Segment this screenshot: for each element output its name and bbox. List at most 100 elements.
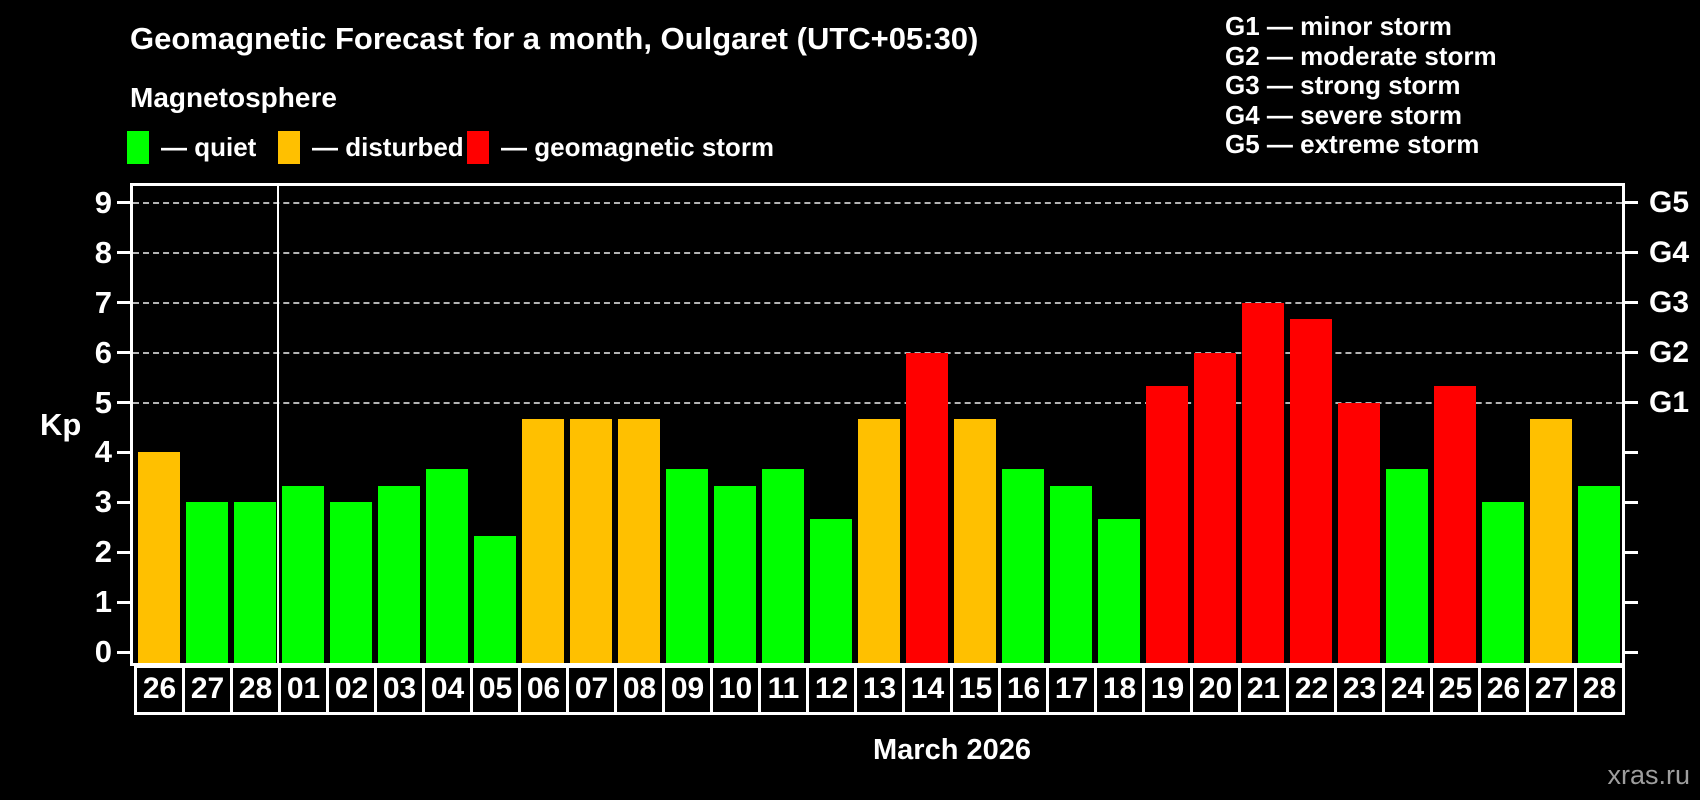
bar <box>1338 402 1380 664</box>
y-tick-label: 8 <box>94 234 112 270</box>
y-tick-right <box>1625 251 1638 255</box>
y-tick-label: 9 <box>94 184 112 220</box>
date-cell: 10 <box>710 665 761 715</box>
date-cell: 15 <box>950 665 1001 715</box>
date-cell: 26 <box>1478 665 1529 715</box>
date-cell: 03 <box>374 665 425 715</box>
y-tick-label: 1 <box>94 584 112 620</box>
bar <box>1578 485 1620 664</box>
bar <box>330 502 372 664</box>
y-tick-right <box>1625 351 1638 355</box>
date-cell: 12 <box>806 665 857 715</box>
grid-line-kp6 <box>133 351 1622 354</box>
chart-title: Geomagnetic Forecast for a month, Oulgar… <box>130 21 979 56</box>
y-tick-label: 3 <box>94 484 112 520</box>
bar <box>1098 518 1140 664</box>
bar <box>1386 468 1428 664</box>
date-cell: 20 <box>1190 665 1241 715</box>
legend-label-disturbed: — disturbed <box>312 131 464 162</box>
date-cell: 13 <box>854 665 905 715</box>
date-cell: 06 <box>518 665 569 715</box>
bar <box>618 418 660 664</box>
plot-border-top <box>130 183 1625 186</box>
bar <box>186 502 228 664</box>
date-cell: 11 <box>758 665 809 715</box>
y-tick-left <box>117 550 130 554</box>
bar <box>954 418 996 664</box>
bar <box>1146 386 1188 664</box>
storm-scale-legend: G1 — minor storm G2 — moderate storm G3 … <box>1225 11 1497 160</box>
bar <box>426 468 468 664</box>
date-cell: 28 <box>230 665 281 715</box>
date-cell: 19 <box>1142 665 1193 715</box>
legend-item-storm: — geomagnetic storm <box>467 130 774 164</box>
bar <box>1050 485 1092 664</box>
y-axis-line-right <box>1622 183 1625 666</box>
date-cell: 27 <box>1526 665 1577 715</box>
y-tick-right <box>1625 401 1638 404</box>
bar <box>1194 352 1236 664</box>
g-scale-label-g3: G3 <box>1649 285 1690 319</box>
watermark: xras.ru <box>1607 760 1690 790</box>
y-tick-right <box>1625 650 1638 654</box>
bar <box>282 485 324 664</box>
y-tick-right <box>1625 301 1638 305</box>
g-scale-label-g5: G5 <box>1649 185 1690 219</box>
y-axis-title: Kp <box>40 407 82 442</box>
bar <box>714 485 756 664</box>
y-tick-left <box>117 600 130 604</box>
y-tick-label: 2 <box>94 534 112 570</box>
y-tick-right <box>1625 500 1638 504</box>
date-cell: 07 <box>566 665 617 715</box>
y-tick-label: 7 <box>94 284 112 320</box>
y-tick-right <box>1625 201 1638 205</box>
date-cell: 02 <box>326 665 377 715</box>
storm-scale-item-g2: G2 — moderate storm <box>1225 40 1497 71</box>
legend-label-storm: — geomagnetic storm <box>501 131 775 162</box>
storm-scale-item-g3: G3 — strong storm <box>1225 70 1461 101</box>
date-cell: 21 <box>1238 665 1289 715</box>
date-cell: 18 <box>1094 665 1145 715</box>
date-cell: 22 <box>1286 665 1337 715</box>
date-cell: 04 <box>422 665 473 715</box>
bar <box>666 468 708 664</box>
y-tick-left <box>117 500 130 504</box>
g-scale-label-g1: G1 <box>1649 385 1690 419</box>
g-scale-label-g2: G2 <box>1649 335 1690 369</box>
y-axis-line-left <box>130 183 133 666</box>
chart-subtitle: Magnetosphere <box>130 82 337 113</box>
y-tick-left <box>117 201 130 205</box>
bar <box>1482 502 1524 664</box>
date-cell: 08 <box>614 665 665 715</box>
y-tick-left <box>117 401 130 404</box>
bar <box>1242 302 1284 664</box>
date-cell: 23 <box>1334 665 1385 715</box>
y-tick-right <box>1625 450 1638 454</box>
disturbed-color-swatch <box>278 130 300 164</box>
legend-item-quiet: — quiet <box>127 130 256 164</box>
g-scale-label-g4: G4 <box>1649 235 1690 269</box>
quiet-color-swatch <box>127 130 149 164</box>
x-axis-title: March 2026 <box>873 734 1031 766</box>
x-axis-line <box>130 663 1625 666</box>
bar <box>1002 468 1044 664</box>
bar <box>1290 319 1332 664</box>
bar <box>906 352 948 664</box>
y-tick-left <box>117 351 130 355</box>
date-cell: 01 <box>278 665 329 715</box>
y-tick-label: 4 <box>94 434 112 470</box>
storm-scale-item-g4: G4 — severe storm <box>1225 99 1463 130</box>
bar <box>522 418 564 664</box>
storm-color-swatch <box>467 130 489 164</box>
bar <box>810 518 852 664</box>
bar <box>762 468 804 664</box>
bar <box>138 452 180 664</box>
date-cell: 14 <box>902 665 953 715</box>
legend-item-disturbed: — disturbed <box>278 130 464 164</box>
y-tick-label: 6 <box>94 334 112 370</box>
bar <box>858 418 900 664</box>
date-cell: 27 <box>182 665 233 715</box>
y-tick-left <box>117 251 130 255</box>
